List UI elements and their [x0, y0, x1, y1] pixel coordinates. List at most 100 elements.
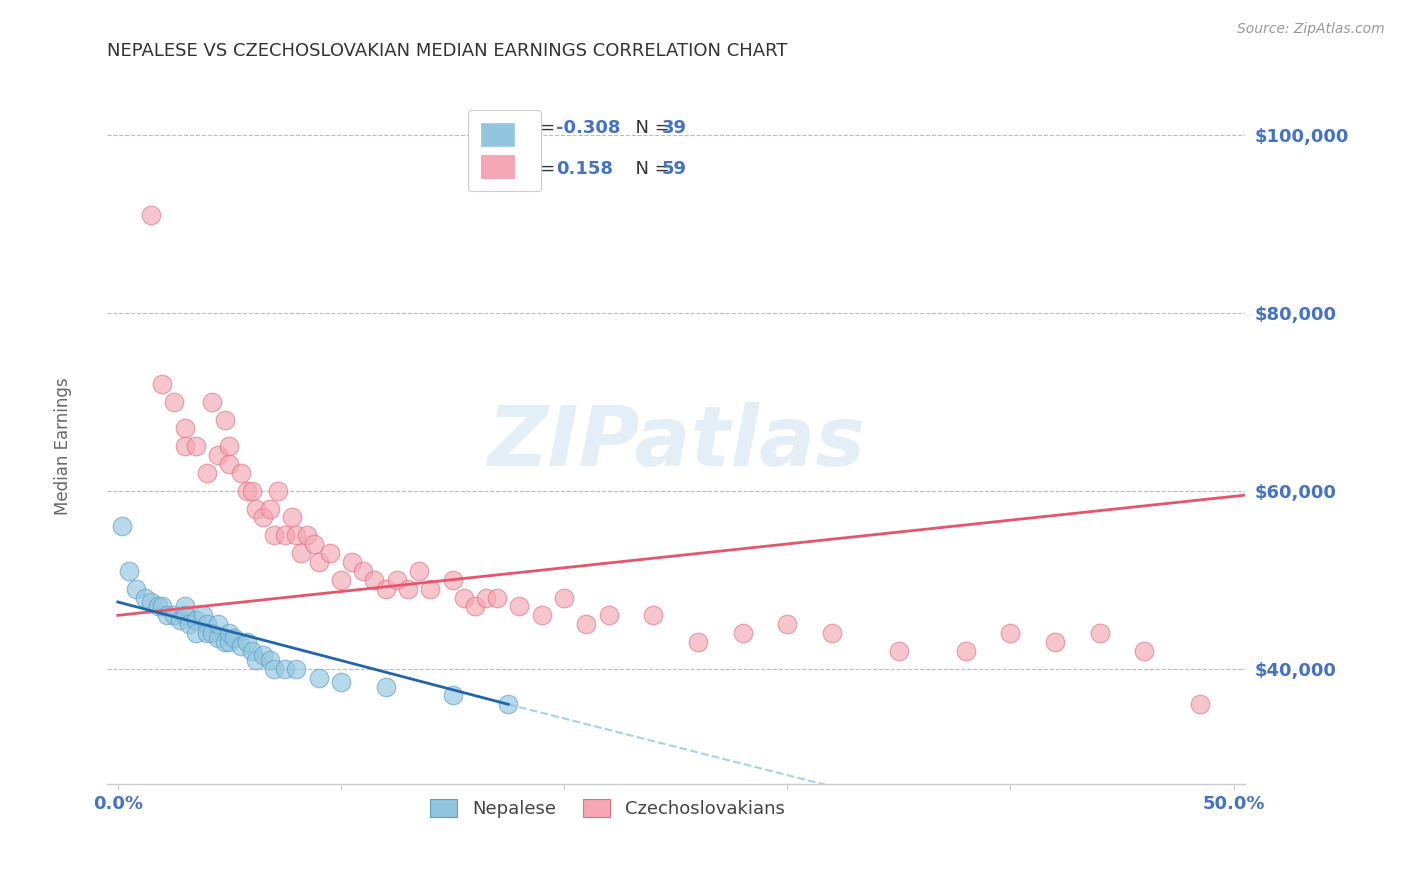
Point — [229, 640, 252, 654]
Point — [330, 675, 353, 690]
Point — [245, 653, 267, 667]
Text: ZIPatlas: ZIPatlas — [486, 402, 865, 483]
Point — [236, 483, 259, 498]
Point — [245, 501, 267, 516]
Point — [731, 626, 754, 640]
Point — [218, 635, 240, 649]
Text: Source: ZipAtlas.com: Source: ZipAtlas.com — [1237, 22, 1385, 37]
Point — [240, 483, 263, 498]
Point — [214, 412, 236, 426]
Point — [146, 599, 169, 614]
Point — [229, 466, 252, 480]
Point — [124, 582, 146, 596]
Point — [955, 644, 977, 658]
Text: Median Earnings: Median Earnings — [55, 377, 72, 515]
Text: R =: R = — [522, 160, 561, 178]
Legend: Nepalese, Czechoslovakians: Nepalese, Czechoslovakians — [423, 791, 792, 825]
Point — [173, 421, 195, 435]
Point — [141, 208, 163, 222]
Point — [218, 626, 240, 640]
Point — [141, 595, 163, 609]
Point — [162, 608, 184, 623]
Point — [776, 617, 799, 632]
Point — [200, 626, 222, 640]
Point — [475, 591, 498, 605]
Point — [308, 671, 330, 685]
Point — [184, 613, 207, 627]
Point — [152, 599, 174, 614]
Point — [259, 501, 281, 516]
Point — [259, 653, 281, 667]
Point — [1043, 635, 1066, 649]
Text: N =: N = — [624, 119, 676, 137]
Point — [498, 698, 520, 712]
Point — [352, 564, 374, 578]
Point — [263, 662, 285, 676]
Point — [173, 608, 195, 623]
Point — [396, 582, 419, 596]
Point — [374, 680, 396, 694]
Text: R =: R = — [522, 119, 561, 137]
Point — [308, 555, 330, 569]
Point — [236, 635, 259, 649]
Point — [274, 528, 297, 542]
Point — [134, 591, 156, 605]
Point — [464, 599, 486, 614]
Point — [302, 537, 325, 551]
Point — [441, 573, 464, 587]
Point — [195, 626, 218, 640]
Point — [419, 582, 441, 596]
Point — [330, 573, 353, 587]
Point — [214, 635, 236, 649]
Point — [285, 662, 308, 676]
Point — [252, 510, 274, 524]
Point — [486, 591, 509, 605]
Point — [200, 394, 222, 409]
Point — [297, 528, 319, 542]
Point — [453, 591, 475, 605]
Point — [207, 631, 229, 645]
Point — [162, 394, 184, 409]
Point — [887, 644, 910, 658]
Point — [340, 555, 363, 569]
Point — [1088, 626, 1111, 640]
Point — [207, 448, 229, 462]
Text: -0.308: -0.308 — [557, 119, 620, 137]
Point — [218, 457, 240, 471]
Point — [111, 519, 134, 533]
Point — [441, 689, 464, 703]
Point — [184, 439, 207, 453]
Point — [263, 528, 285, 542]
Text: N =: N = — [624, 160, 676, 178]
Point — [374, 582, 396, 596]
Point — [553, 591, 575, 605]
Point — [1000, 626, 1022, 640]
Point — [222, 631, 245, 645]
Point — [285, 528, 308, 542]
Point — [267, 483, 290, 498]
Point — [179, 617, 201, 632]
Point — [290, 546, 312, 560]
Point — [408, 564, 430, 578]
Point — [821, 626, 844, 640]
Point — [173, 599, 195, 614]
Point — [363, 573, 385, 587]
Text: 39: 39 — [662, 119, 688, 137]
Point — [218, 439, 240, 453]
Text: 59: 59 — [662, 160, 688, 178]
Point — [385, 573, 408, 587]
Point — [319, 546, 342, 560]
Point — [1133, 644, 1156, 658]
Point — [240, 644, 263, 658]
Point — [195, 466, 218, 480]
Point — [156, 608, 179, 623]
Point — [508, 599, 530, 614]
Point — [252, 648, 274, 663]
Point — [195, 617, 218, 632]
Point — [173, 439, 195, 453]
Point — [152, 376, 174, 391]
Point — [643, 608, 665, 623]
Point — [530, 608, 553, 623]
Point — [575, 617, 598, 632]
Point — [686, 635, 709, 649]
